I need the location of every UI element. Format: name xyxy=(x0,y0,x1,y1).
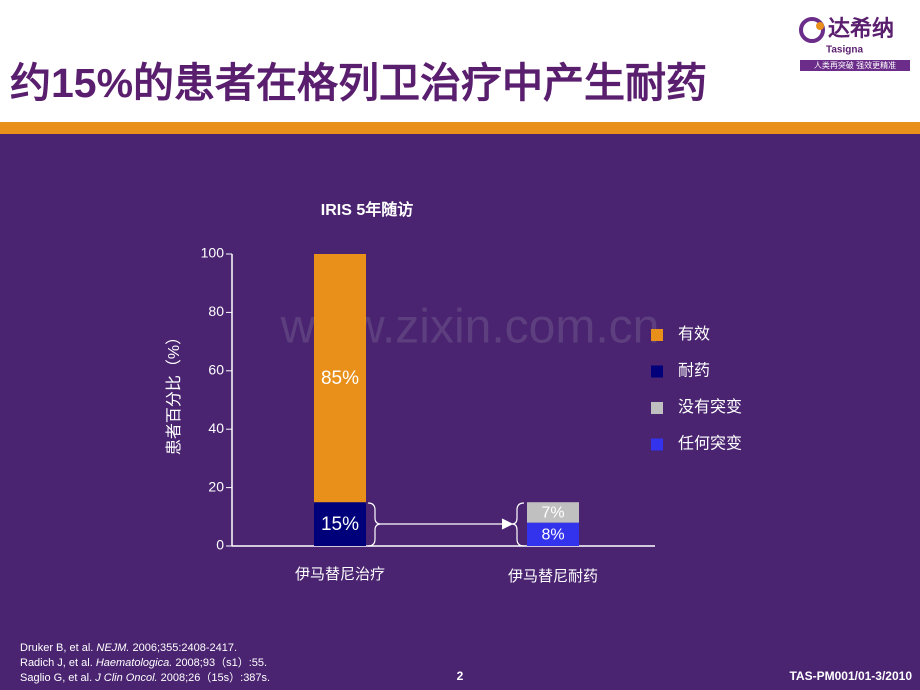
legend-swatch xyxy=(651,438,663,451)
x-tick-label: 伊马替尼耐药 xyxy=(508,568,598,585)
value-label: 15% xyxy=(321,514,359,535)
reference: Saglio G, et al. J Clin Oncol. 2008;26（1… xyxy=(20,671,270,684)
reference-post: 2008;93（s1）:55. xyxy=(172,656,267,669)
legend-swatch xyxy=(651,365,663,378)
header-bg xyxy=(0,0,920,122)
doc-code: TAS-PM001/01-3/2010 xyxy=(789,669,912,683)
slide-title: 约15%的患者在格列卫治疗中产生耐药 xyxy=(10,60,707,106)
chart-title: IRIS 5年随访 xyxy=(321,200,413,219)
y-tick-label: 60 xyxy=(208,362,224,378)
y-tick-label: 0 xyxy=(216,537,224,553)
references: Druker B, et al. NEJM. 2006;355:2408-241… xyxy=(20,642,270,684)
reference-journal: J Clin Oncol. xyxy=(94,672,157,684)
logo: 达希纳 Tasigna 人类再突破 强效更精准 xyxy=(799,16,910,71)
y-tick-label: 100 xyxy=(201,245,225,261)
reference-post: 2008;26（15s）:387s. xyxy=(158,671,271,684)
y-tick-label: 40 xyxy=(208,420,224,436)
bar-segment xyxy=(527,522,579,546)
logo-slogan: 人类再突破 强效更精准 xyxy=(814,60,896,70)
logo-brand: Tasigna xyxy=(826,45,863,56)
logo-icon xyxy=(799,17,825,43)
header-stripe xyxy=(0,122,920,134)
reference-journal: Haematologica. xyxy=(96,657,172,669)
bar-segment xyxy=(314,502,366,546)
reference-journal: NEJM. xyxy=(96,642,129,654)
value-label: 85% xyxy=(321,368,359,389)
legend-swatch xyxy=(651,329,663,341)
legend-label: 有效 xyxy=(678,325,710,343)
reference-pre: Druker B, et al. xyxy=(20,642,96,654)
bar-segment xyxy=(527,502,579,523)
value-label: 7% xyxy=(541,505,564,522)
content-bg xyxy=(0,134,920,690)
reference: Druker B, et al. NEJM. 2006;355:2408-241… xyxy=(20,642,237,654)
y-tick-label: 80 xyxy=(208,303,224,319)
x-tick-label: 伊马替尼治疗 xyxy=(295,566,385,583)
logo-dot xyxy=(816,22,824,30)
y-tick-label: 20 xyxy=(208,478,224,494)
logo-slogan-bg xyxy=(800,60,910,71)
bracket-right xyxy=(511,502,525,547)
connector xyxy=(367,502,525,547)
value-label: 8% xyxy=(541,527,564,544)
logo-name: 达希纳 xyxy=(828,16,894,41)
reference-pre: Saglio G, et al. xyxy=(20,672,95,684)
legend-label: 任何突变 xyxy=(678,435,742,453)
legend-label: 耐药 xyxy=(678,362,710,380)
reference-post: 2006;355:2408-2417. xyxy=(129,642,237,654)
bar-segment xyxy=(314,254,366,503)
reference: Radich J, et al. Haematologica. 2008;93（… xyxy=(20,656,267,669)
reference-pre: Radich J, et al. xyxy=(20,657,96,669)
legend-swatch xyxy=(651,402,663,414)
y-axis-label: 患者百分比（%） xyxy=(165,329,183,455)
legend-label: 没有突变 xyxy=(678,398,742,416)
page-number: 2 xyxy=(457,669,464,683)
